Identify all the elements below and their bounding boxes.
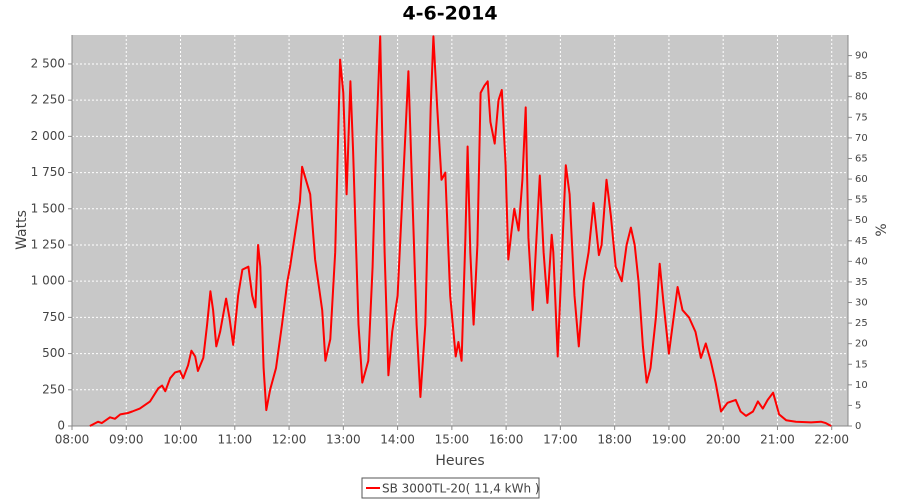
y-tick-label: 750 (42, 310, 65, 324)
x-tick-label: 22:00 (814, 433, 849, 447)
plot-area (72, 35, 848, 426)
y2-tick-label: 40 (855, 256, 868, 267)
y2-tick-label: 20 (855, 339, 868, 350)
y-tick-label: 2 500 (31, 56, 65, 70)
y2-tick-label: 10 (855, 380, 868, 391)
y2-tick-label: 15 (855, 359, 868, 370)
y2-tick-label: 50 (855, 215, 868, 226)
y2-tick-label: 45 (855, 236, 868, 247)
x-axis-label: Heures (435, 453, 484, 469)
x-tick-label: 19:00 (652, 433, 687, 447)
x-tick-label: 21:00 (760, 433, 795, 447)
y2-tick-label: 65 (855, 153, 868, 164)
legend-label: SB 3000TL-20( 11,4 kWh ) (382, 482, 540, 496)
x-tick-label: 12:00 (272, 433, 307, 447)
y2-tick-label: 80 (855, 92, 868, 103)
x-tick-label: 16:00 (489, 433, 524, 447)
x-tick-label: 09:00 (109, 433, 144, 447)
y2-tick-label: 60 (855, 174, 868, 185)
y-tick-label: 0 (57, 419, 65, 433)
chart-title: 4-6-2014 (402, 3, 497, 25)
y2-tick-label: 70 (855, 133, 868, 144)
y2-tick-label: 5 (855, 400, 861, 411)
y2-tick-label: 75 (855, 112, 868, 123)
x-tick-label: 10:00 (163, 433, 198, 447)
x-tick-label: 17:00 (543, 433, 578, 447)
y2-axis-label: % (874, 223, 890, 236)
line (89, 35, 832, 427)
y2-tick-label: 25 (855, 318, 868, 329)
y-tick-label: 2 000 (31, 129, 65, 143)
legend: SB 3000TL-20( 11,4 kWh ) (361, 477, 540, 499)
x-tick-label: 15:00 (435, 433, 470, 447)
y2-tick-label: 55 (855, 195, 868, 206)
x-tick-label: 18:00 (597, 433, 632, 447)
y2-tick-label: 90 (855, 51, 868, 62)
y-tick-label: 500 (42, 346, 65, 360)
legend-box (361, 477, 540, 499)
x-tick-label: 20:00 (706, 433, 741, 447)
y-tick-label: 1 000 (31, 274, 65, 288)
y-axis-label: Watts (14, 210, 30, 250)
y2-tick-label: 30 (855, 298, 868, 309)
y2-tick-label: 0 (855, 421, 861, 432)
y2-tick-label: 85 (855, 71, 868, 82)
x-tick-label: 11:00 (218, 433, 253, 447)
x-tick-label: 08:00 (55, 433, 90, 447)
x-tick-label: 13:00 (326, 433, 361, 447)
y-tick-label: 1 500 (31, 201, 65, 215)
y-tick-label: 1 750 (31, 165, 65, 179)
y2-tick-label: 35 (855, 277, 868, 288)
x-tick-label: 14:00 (380, 433, 415, 447)
y-tick-label: 250 (42, 382, 65, 396)
y-tick-label: 2 250 (31, 93, 65, 107)
y-tick-label: 1 250 (31, 237, 65, 251)
